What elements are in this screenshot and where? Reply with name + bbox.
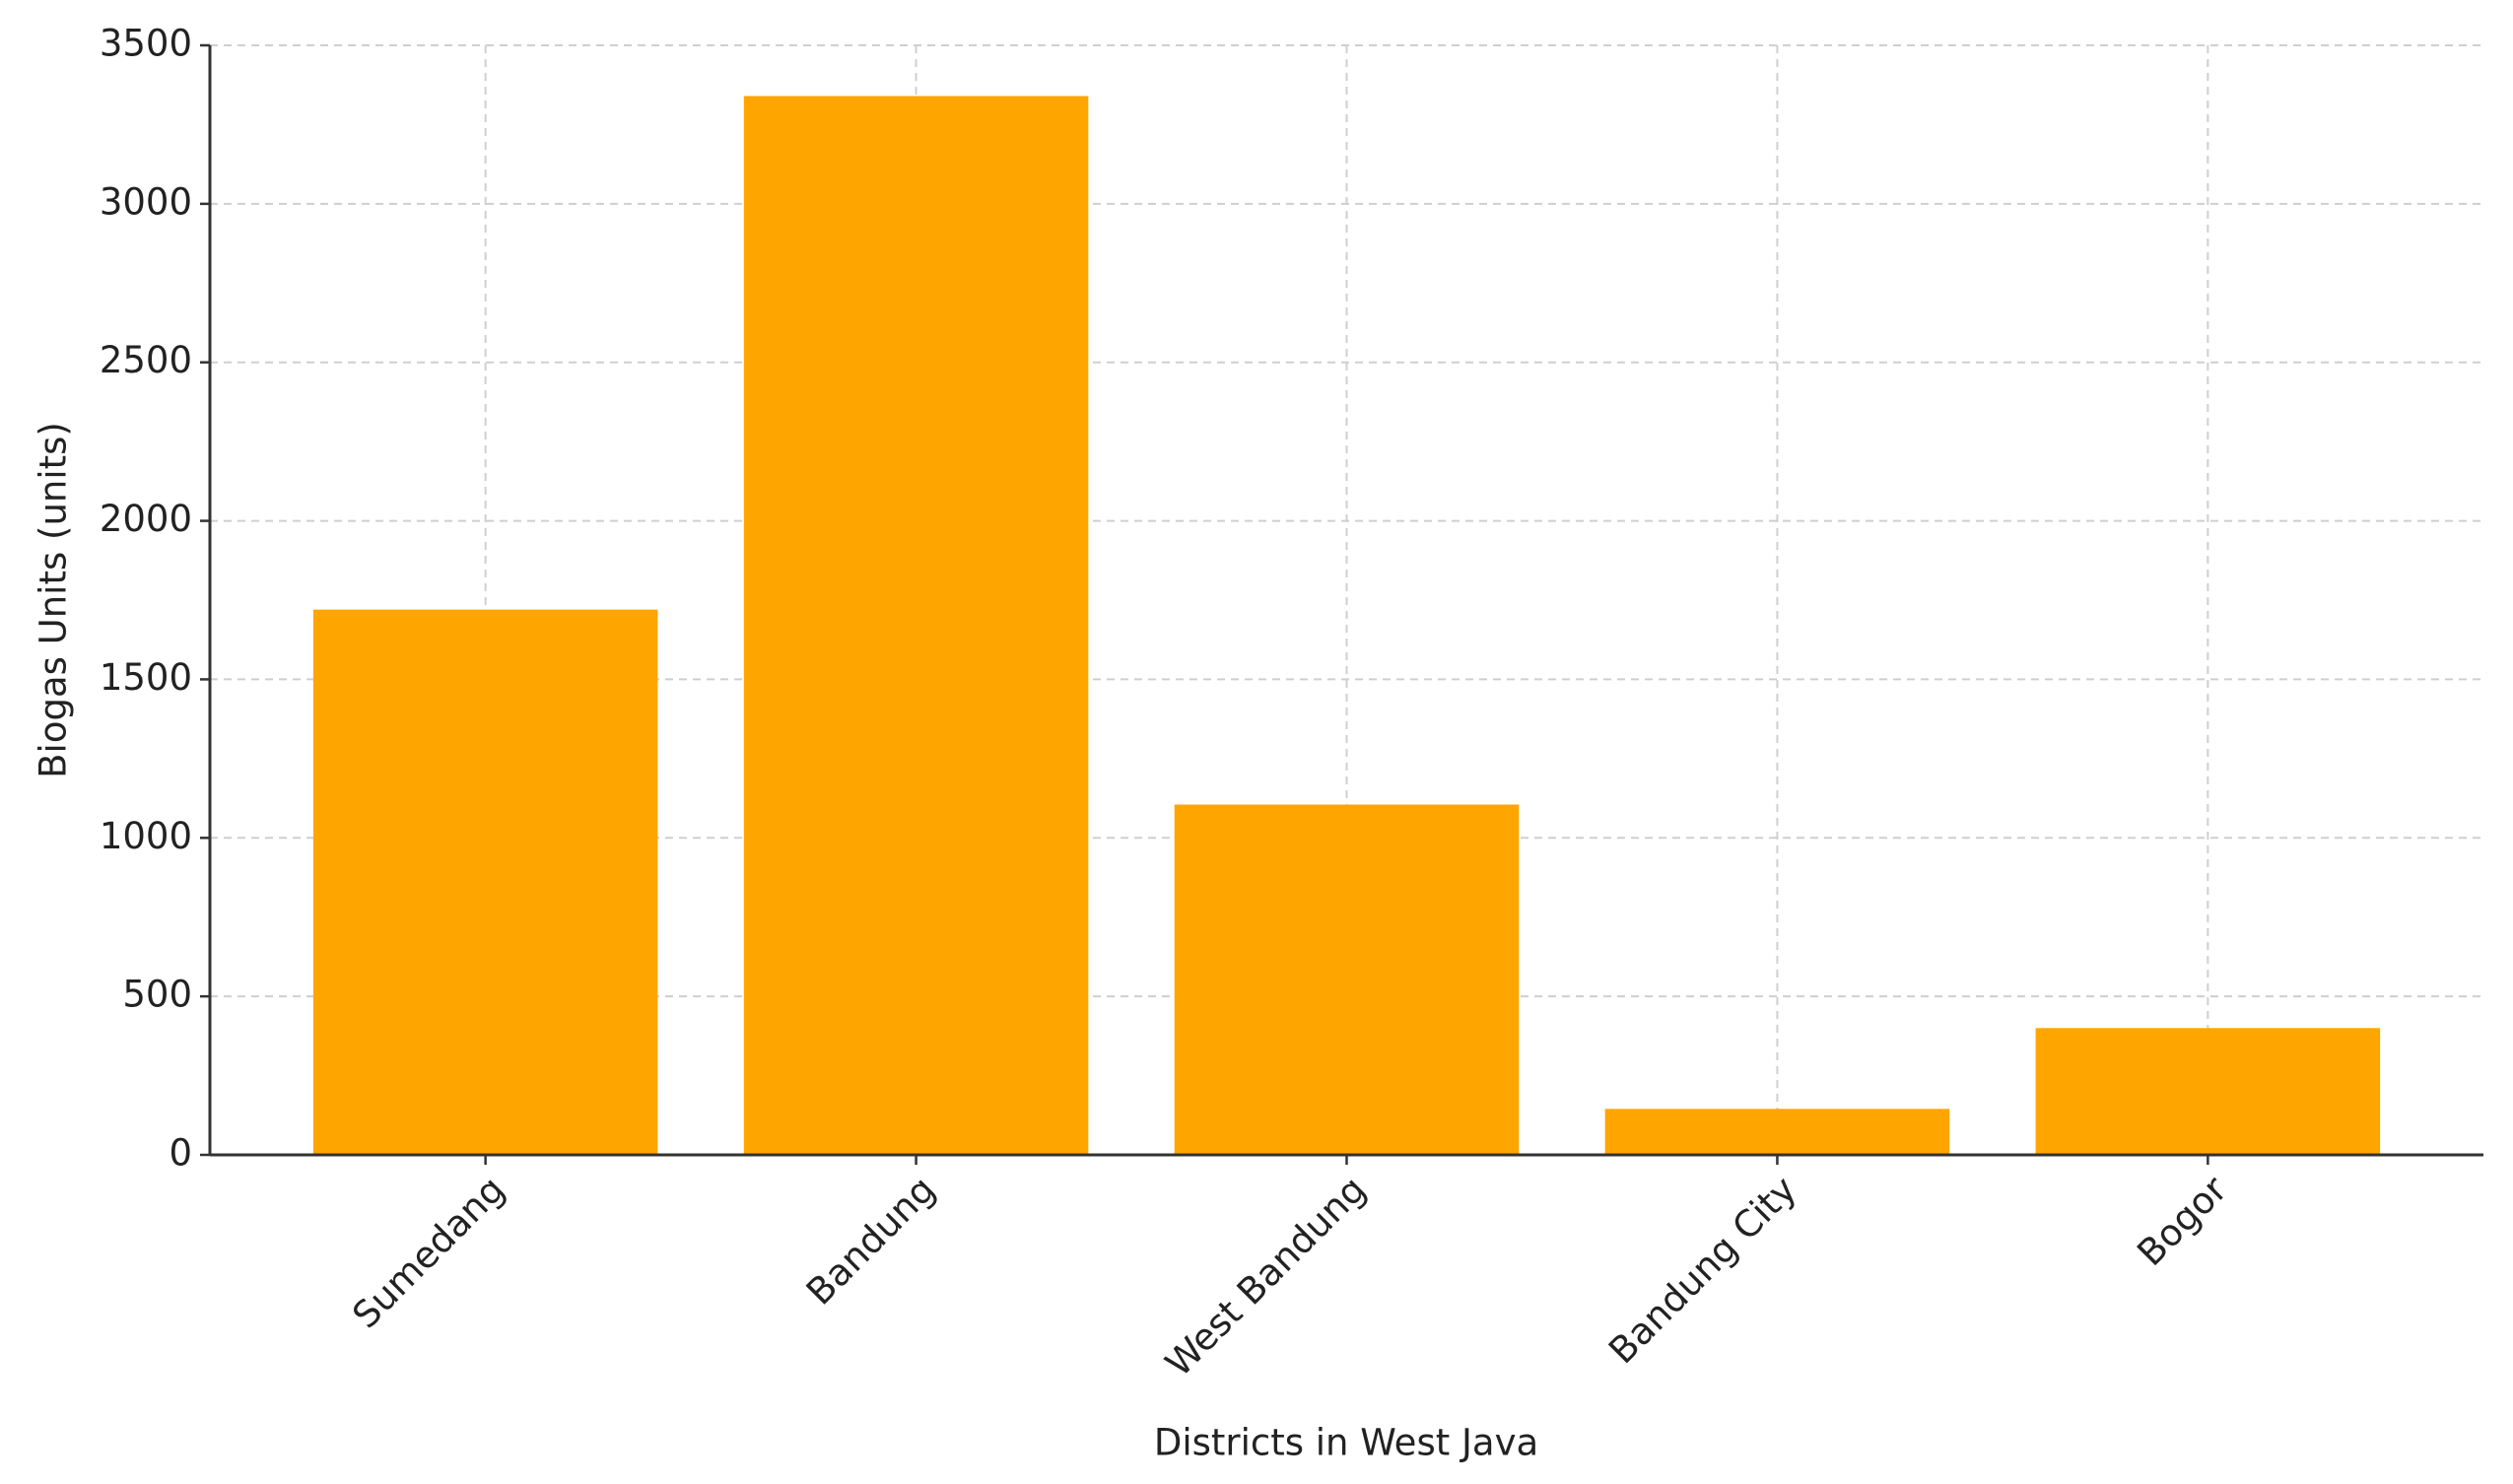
bar	[312, 609, 658, 1155]
y-tick-label: 1500	[100, 656, 192, 699]
y-tick-label: 3500	[100, 23, 192, 65]
y-tick-label: 500	[122, 974, 192, 1016]
x-tick-label: Sumedang	[344, 1168, 512, 1336]
bar	[2035, 1028, 2381, 1155]
x-tick-label: West Bandung	[1157, 1168, 1374, 1384]
bar	[1174, 804, 1520, 1155]
y-tick-label: 2000	[100, 498, 192, 540]
x-tick-label: Bandung City	[1600, 1168, 1804, 1372]
y-axis-label: Biogas Units (units)	[33, 422, 75, 778]
x-tick-label: Bandung	[798, 1168, 943, 1313]
y-tick-label: 2500	[100, 339, 192, 381]
x-tick-label: Bogor	[2129, 1168, 2235, 1274]
y-tick-label: 1000	[100, 815, 192, 857]
bar	[743, 96, 1089, 1156]
y-tick-label: 0	[169, 1132, 192, 1175]
x-axis-label: Districts in West Java	[1154, 1422, 1538, 1464]
y-tick-label: 3000	[100, 180, 192, 223]
bar	[1604, 1109, 1950, 1155]
